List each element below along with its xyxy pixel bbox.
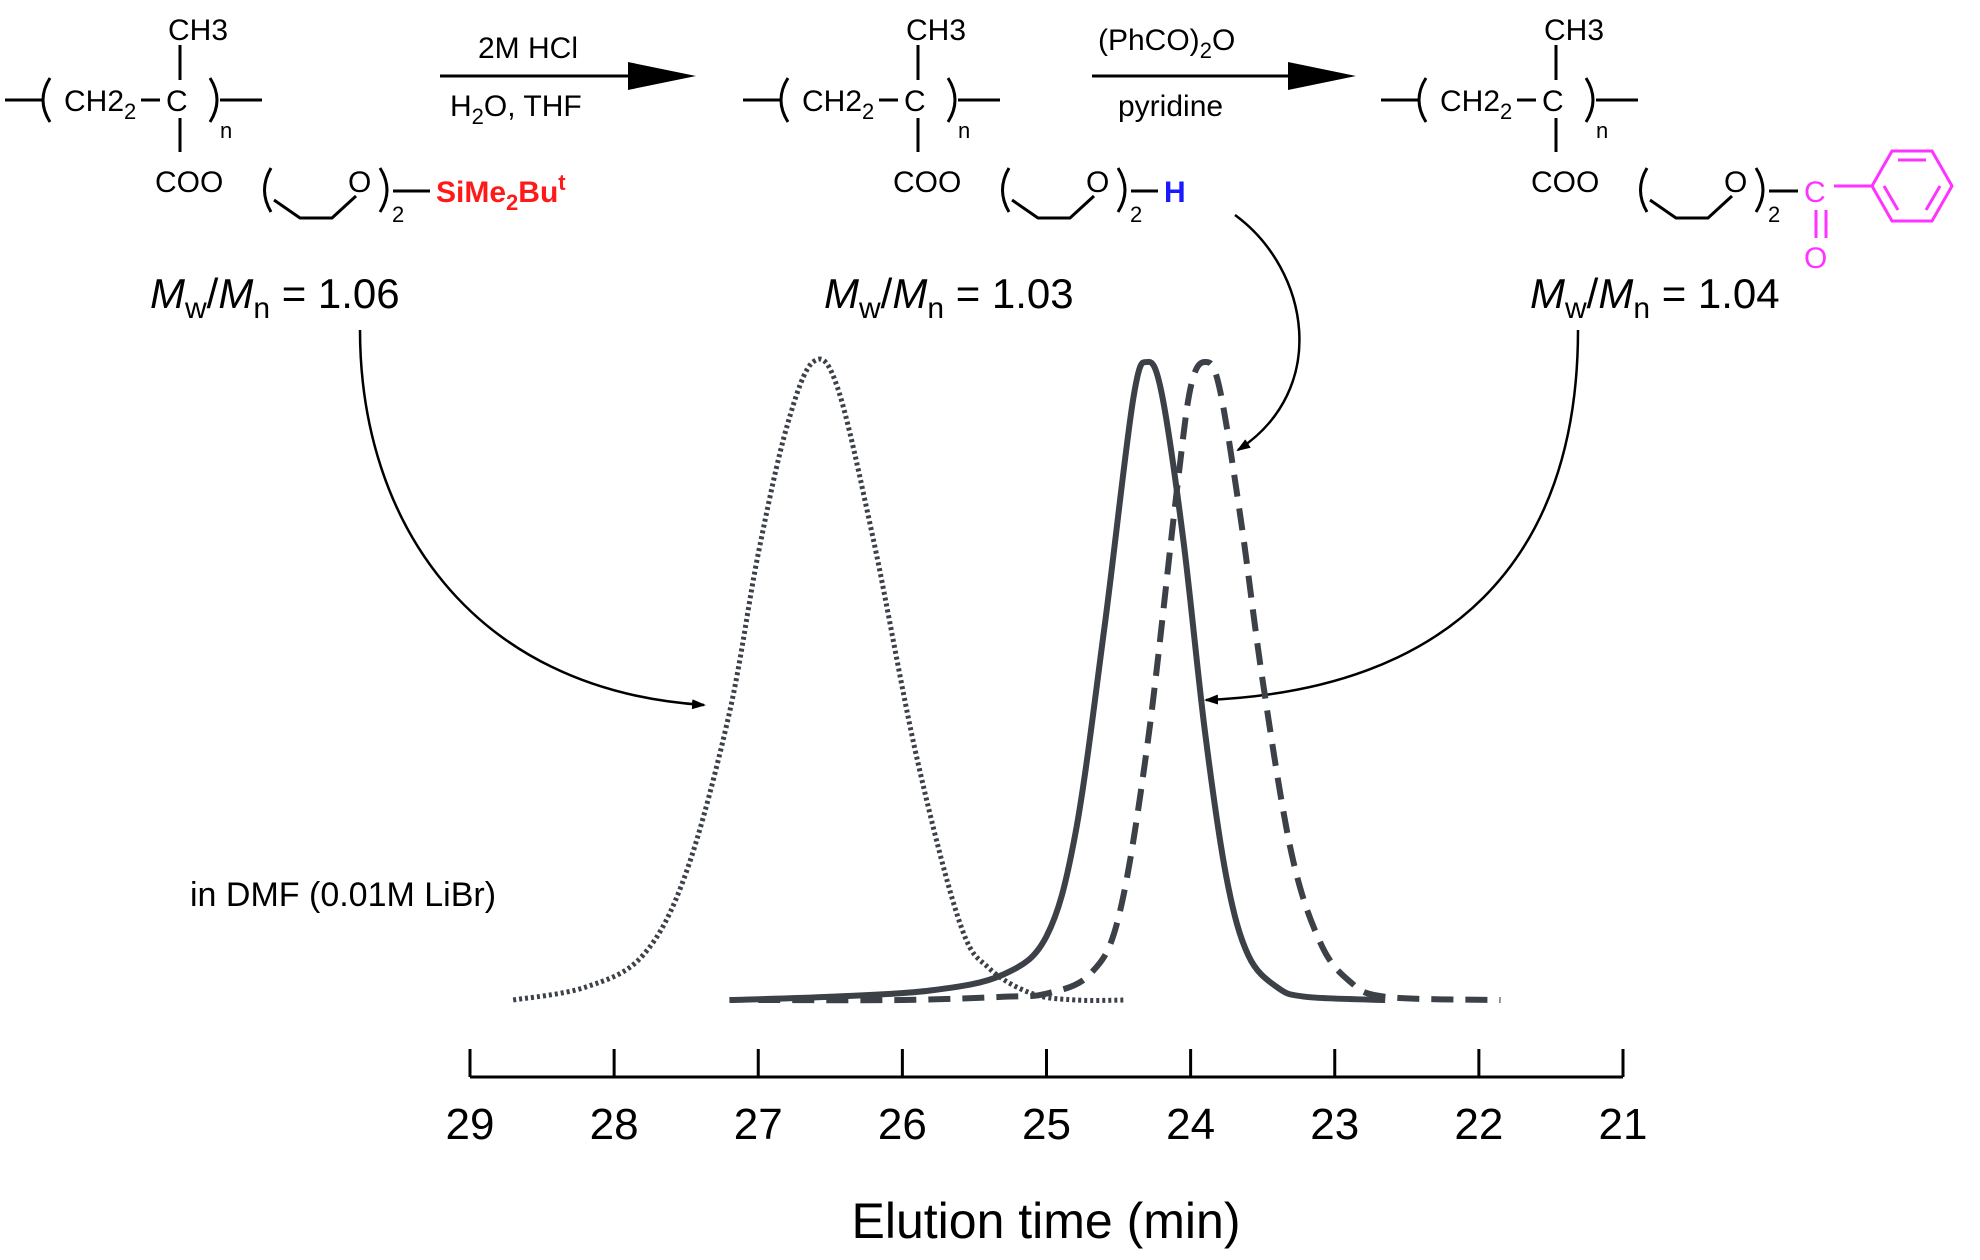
polymer-3-methyl: CH3 bbox=[1544, 14, 1604, 47]
polymer-3-repeat: n bbox=[1596, 118, 1608, 143]
x-axis: 29 28 27 26 25 24 23 22 21 Elution time (min) bbox=[446, 1049, 1648, 1249]
x-tick-label: 24 bbox=[1166, 1100, 1215, 1149]
polymer-3-ether-o: O bbox=[1724, 166, 1747, 199]
svg-text:2: 2 bbox=[1500, 99, 1512, 124]
polymer-3-dispersity: Mw/Mn = 1.04 bbox=[1530, 270, 1780, 325]
polymer-2-ester: COO bbox=[893, 166, 961, 199]
polymer-2-carbon: C bbox=[904, 85, 926, 118]
polymer-2-dispersity: Mw/Mn = 1.03 bbox=[824, 270, 1074, 325]
polymer-3-count: 2 bbox=[1768, 202, 1780, 227]
x-tick-label: 27 bbox=[734, 1100, 783, 1149]
chromatogram-traces bbox=[512, 356, 1501, 1004]
polymer-1-count: 2 bbox=[392, 202, 404, 227]
polymer-3-carbonyl-c: C bbox=[1804, 176, 1826, 209]
step-2-conditions: pyridine bbox=[1118, 90, 1223, 123]
svg-text:2: 2 bbox=[124, 99, 136, 124]
polymer-1-end-group: SiMe2But bbox=[436, 170, 566, 215]
x-axis-ticks: 29 28 27 26 25 24 23 22 21 bbox=[446, 1049, 1648, 1149]
polymer-1-backbone: CH2 bbox=[64, 85, 124, 118]
polymer-2-end-group: H bbox=[1164, 176, 1186, 209]
x-tick-label: 25 bbox=[1022, 1100, 1071, 1149]
polymer-1-carbon: C bbox=[166, 85, 188, 118]
x-tick-label: 22 bbox=[1454, 1100, 1503, 1149]
trace-dotted bbox=[512, 356, 1126, 1003]
polymer-3-carbonyl-o: O bbox=[1804, 242, 1827, 275]
x-tick-label: 29 bbox=[446, 1100, 495, 1149]
polymer-2: CH2 2 C CH3 n COO O 2 H Mw/Mn = 1.03 bbox=[743, 14, 1186, 325]
x-tick-label: 23 bbox=[1310, 1100, 1359, 1149]
trace-solid bbox=[729, 358, 1386, 1003]
x-tick-label: 26 bbox=[878, 1100, 927, 1149]
polymer-1-dispersity: Mw/Mn = 1.06 bbox=[150, 270, 400, 325]
x-tick-label: 28 bbox=[590, 1100, 639, 1149]
reaction-step-2: (PhCO)2O pyridine bbox=[1092, 24, 1356, 123]
polymer-2-backbone: CH2 bbox=[802, 85, 862, 118]
polymer-2-count: 2 bbox=[1130, 202, 1142, 227]
polymer-2-methyl: CH3 bbox=[906, 14, 966, 47]
step-1-reagent: 2M HCl bbox=[478, 32, 578, 65]
trace-dashed bbox=[758, 358, 1501, 1004]
polymer-3: CH2 2 C CH3 n COO O 2 C O Mw/Mn = 1.04 bbox=[1381, 14, 1954, 325]
pointer-arrow-1 bbox=[358, 329, 706, 710]
polymer-3-benzoyl-end-group: C O bbox=[1804, 149, 1954, 275]
benzene-ring bbox=[1870, 149, 1954, 223]
step-1-conditions: H2O, THF bbox=[450, 90, 582, 129]
pointer-arrow-2 bbox=[1234, 213, 1301, 452]
polymer-1-repeat: n bbox=[220, 118, 232, 143]
polymer-1-ester: COO bbox=[155, 166, 223, 199]
polymer-1-methyl: CH3 bbox=[168, 14, 228, 47]
polymer-3-ester: COO bbox=[1531, 166, 1599, 199]
x-axis-label: Elution time (min) bbox=[852, 1193, 1241, 1249]
polymer-2-repeat: n bbox=[958, 118, 970, 143]
step-2-reagent: (PhCO)2O bbox=[1098, 24, 1235, 63]
pointer-arrow-3 bbox=[1204, 329, 1580, 705]
polymer-2-ether-o: O bbox=[1086, 166, 1109, 199]
x-tick-label: 21 bbox=[1599, 1100, 1648, 1149]
polymer-1-ether-o: O bbox=[348, 166, 371, 199]
polymer-3-carbon: C bbox=[1542, 85, 1564, 118]
reaction-step-1: 2M HCl H2O, THF bbox=[440, 32, 696, 129]
polymer-3-backbone: CH2 bbox=[1440, 85, 1500, 118]
svg-text:2: 2 bbox=[862, 99, 874, 124]
polymer-1: CH2 2 C CH3 n COO O 2 SiMe2But Mw/Mn = 1… bbox=[5, 14, 566, 325]
solvent-annotation: in DMF (0.01M LiBr) bbox=[190, 876, 496, 914]
